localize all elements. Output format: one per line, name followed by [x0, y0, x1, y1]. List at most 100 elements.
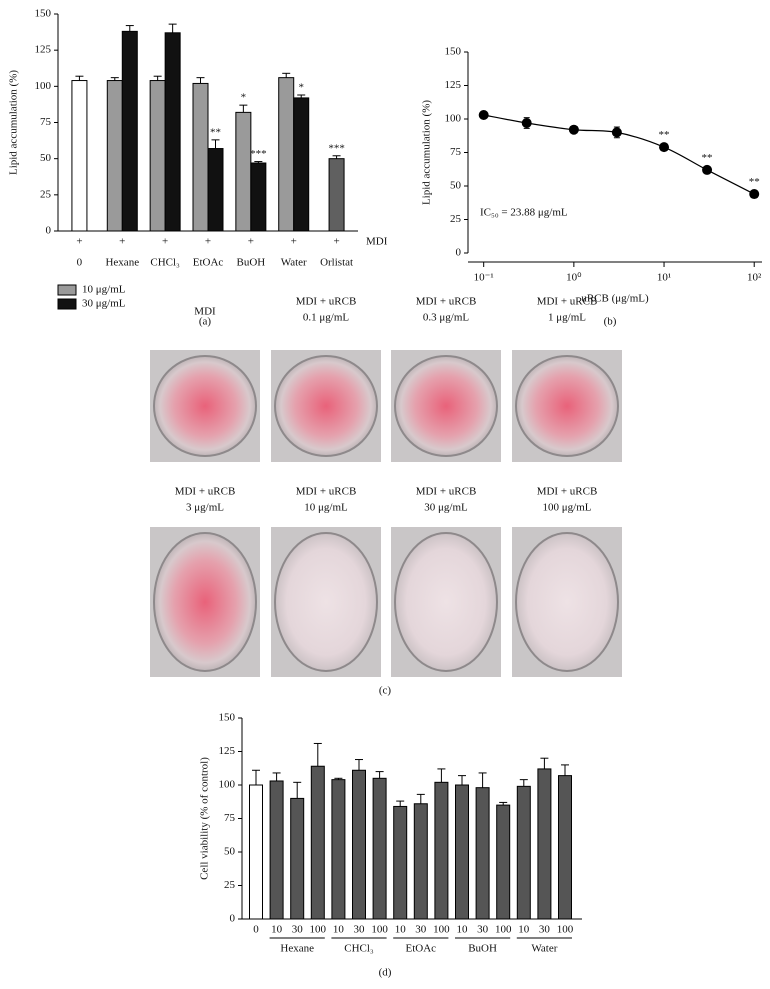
- x-tick-label: 10: [271, 924, 283, 936]
- bar: [516, 785, 531, 920]
- bar: [235, 111, 252, 232]
- photo-caption: 0.3 μg/mL: [423, 312, 470, 324]
- x-tick-label: 10²: [747, 272, 762, 284]
- photo-caption: 30 μg/mL: [424, 502, 468, 514]
- y-tick-label: 25: [40, 188, 52, 200]
- bar: [121, 30, 138, 232]
- significance: **: [702, 152, 713, 164]
- legend-label: 30 μg/mL: [82, 298, 126, 310]
- significance: ***: [250, 148, 267, 160]
- x-tick-label: 0: [77, 257, 83, 269]
- data-point: [659, 142, 670, 153]
- x-tick-label: 100: [371, 924, 388, 936]
- significance: **: [210, 126, 221, 138]
- y-tick-label: 125: [219, 745, 236, 757]
- photo-caption: MDI: [194, 306, 216, 318]
- group-label: Hexane: [280, 943, 314, 955]
- bar: [250, 162, 267, 232]
- treatment-label: MDI: [366, 236, 388, 248]
- bar: [537, 768, 552, 920]
- bar: [455, 784, 469, 920]
- data-point: [568, 124, 579, 135]
- bar: [310, 765, 325, 920]
- y-axis-label: Cell viability (% of control): [199, 757, 211, 880]
- group-label: CHCl₃: [344, 943, 374, 955]
- y-tick-label: 100: [445, 113, 462, 125]
- bar: [71, 80, 88, 232]
- bar: [106, 80, 123, 232]
- bar: [207, 148, 224, 232]
- bar: [496, 804, 511, 920]
- photo-caption: MDI + uRCB: [416, 486, 477, 498]
- photo-caption: 0.1 μg/mL: [303, 312, 350, 324]
- x-tick-label: 10¹: [657, 272, 671, 284]
- treatment-mark: +: [205, 236, 211, 248]
- bar: [249, 784, 263, 920]
- x-tick-label: Orlistat: [320, 257, 353, 269]
- y-tick-label: 0: [230, 913, 236, 925]
- x-tick-label: 30: [415, 924, 427, 936]
- data-point: [611, 127, 622, 138]
- x-tick-label: 10: [457, 924, 469, 936]
- legend-swatch: [57, 284, 77, 296]
- group-label: Water: [531, 943, 557, 955]
- bar: [352, 769, 366, 920]
- y-tick-label: 0: [456, 247, 462, 259]
- bar: [475, 787, 490, 920]
- well: [394, 532, 498, 672]
- x-tick-label: 0: [253, 924, 259, 936]
- x-tick-label: 10: [395, 924, 407, 936]
- photo-grid: MDI MDI + uRCB 0.1 μg/mL MDI + uRCB 0.3 μg/m…: [150, 296, 622, 677]
- y-tick-label: 50: [450, 180, 462, 192]
- x-tick-label: 100: [557, 924, 574, 936]
- treatment-mark: +: [248, 236, 254, 248]
- x-tick-label: 30: [292, 924, 304, 936]
- bar: [413, 803, 428, 920]
- photo-caption: MDI + uRCB: [537, 486, 598, 498]
- photo-caption: MDI + uRCB: [175, 486, 236, 498]
- well: [153, 532, 257, 672]
- panel-label: (c): [379, 685, 392, 697]
- well: [394, 355, 498, 457]
- y-tick-label: 100: [35, 80, 52, 92]
- x-tick-label: 10: [518, 924, 530, 936]
- y-tick-label: 125: [35, 44, 52, 56]
- data-point: [478, 109, 489, 120]
- well: [515, 355, 619, 457]
- data-point: [521, 118, 532, 129]
- photo-caption: MDI + uRCB: [296, 296, 357, 308]
- y-tick-label: 100: [219, 779, 236, 791]
- y-tick-label: 125: [445, 79, 462, 91]
- bar: [331, 779, 346, 920]
- x-tick-label: Hexane: [105, 257, 139, 269]
- bar: [558, 775, 572, 920]
- well: [274, 532, 378, 672]
- photo-caption: MDI + uRCB: [416, 296, 477, 308]
- group-label: BuOH: [468, 943, 497, 955]
- y-tick-label: 25: [450, 213, 462, 225]
- y-tick-label: 75: [40, 116, 52, 128]
- bar: [293, 97, 310, 232]
- x-tick-label: 100: [495, 924, 512, 936]
- x-tick-label: 10: [333, 924, 345, 936]
- y-axis-label: Lipid accumulation (%): [421, 100, 433, 205]
- photo-caption: MDI + uRCB: [296, 486, 357, 498]
- treatment-mark: +: [119, 236, 125, 248]
- x-tick-label: 10⁻¹: [474, 272, 494, 284]
- legend-label: 10 μg/mL: [82, 284, 126, 296]
- significance: *: [241, 92, 247, 104]
- panel-label: (b): [604, 316, 617, 328]
- y-tick-label: 150: [35, 8, 52, 20]
- photo-caption: 1 μg/mL: [548, 312, 586, 324]
- y-tick-label: 75: [450, 146, 462, 158]
- bar: [290, 797, 305, 920]
- x-tick-label: 30: [477, 924, 489, 936]
- x-axis-label: uRCB (μg/mL): [581, 293, 649, 305]
- x-tick-label: EtOAc: [193, 257, 224, 269]
- treatment-mark: +: [291, 236, 297, 248]
- bar: [393, 805, 408, 920]
- bar: [192, 82, 209, 232]
- photo-caption: 3 μg/mL: [186, 502, 224, 514]
- y-tick-label: 50: [224, 846, 236, 858]
